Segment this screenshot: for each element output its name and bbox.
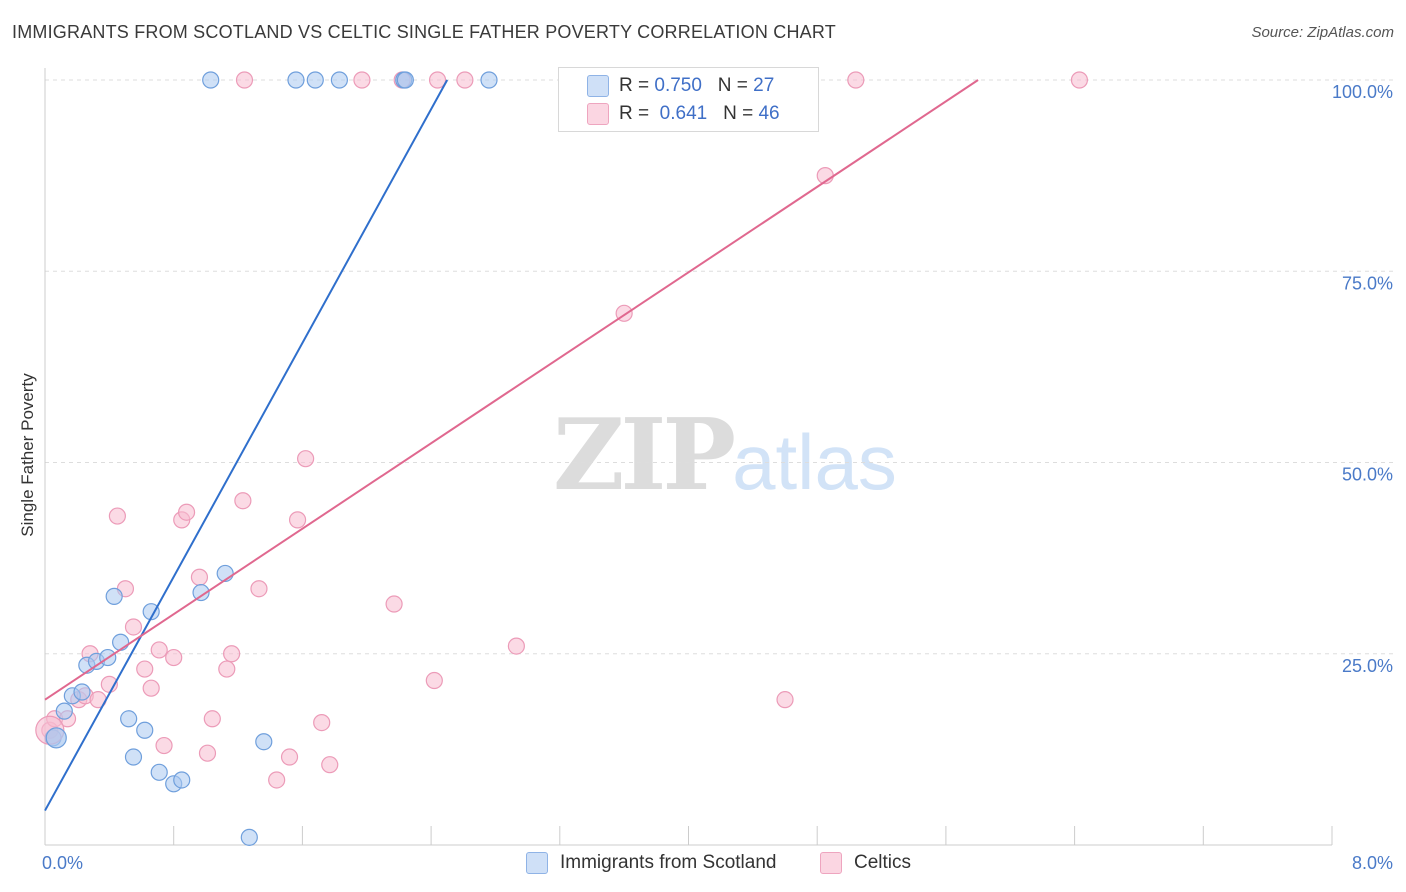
x-tick-label: 0.0% [42,853,83,873]
scotland-point [173,771,191,789]
watermark-zip: ZIP [553,398,736,513]
celtics-point [776,691,794,709]
correlation-legend: R = 0.750 N = 27 R = 0.641 N = 46 [558,67,819,132]
scotland-point [124,748,143,766]
celtics-trend-line [44,79,979,701]
celtics-point [190,568,209,586]
celtics-point [218,660,236,678]
scotland-point [105,587,123,605]
scotland-point [330,71,349,89]
celtics-point [268,771,286,789]
celtics-point [223,645,241,663]
legend-r-label: R = [619,103,650,124]
celtics-point [385,595,403,613]
legend-n-value: 27 [753,75,775,96]
series-legend: Immigrants from Scotland Celtics [0,850,1406,878]
celtics-point [425,671,443,690]
y-tick-label: 75.0% [1342,273,1393,293]
legend-label-scotland: Immigrants from Scotland [560,852,777,873]
scotland-point [112,633,130,651]
legend-n-label: N = [717,75,748,96]
scotland-point [73,683,91,701]
scotland-point [45,727,67,749]
celtics-point [280,748,299,766]
x-tick-label: 8.0% [1352,853,1393,873]
celtics-point [428,71,447,89]
legend-label-celtics: Celtics [854,852,912,873]
legend-r-label: R = [619,75,650,96]
legend-swatch-scotland [587,75,609,97]
celtics-point [507,637,525,655]
celtics-point [203,710,221,728]
celtics-point [198,744,217,762]
scotland-point [255,733,273,751]
celtics-point [142,679,160,697]
scotland-point [396,71,414,89]
legend-n-label: N = [723,103,754,124]
y-tick-label: 100.0% [1332,82,1393,102]
scotland-point [55,702,73,720]
celtics-point [847,71,865,89]
scotland-point [150,763,168,781]
legend-n-value: 46 [758,103,780,124]
celtics-point [165,648,183,667]
celtics-point [177,503,196,521]
celtics-point [250,580,268,598]
scotland-point [202,71,220,89]
y-tick-label: 25.0% [1342,656,1393,676]
chart-title: IMMIGRANTS FROM SCOTLAND VS CELTIC SINGL… [12,22,836,42]
legend-r-value: 0.641 [659,103,708,124]
legend-item-scotland[interactable]: Immigrants from Scotland [526,852,776,874]
legend-swatch-celtics [587,103,609,125]
scotland-point [136,721,154,739]
y-tick-label: 50.0% [1342,465,1393,485]
celtics-point [288,511,307,529]
legend-r-value: 0.750 [654,75,702,96]
celtics-point [108,507,126,525]
celtics-point [234,492,252,510]
celtics-point [155,736,173,755]
celtics-point [1070,71,1089,89]
scotland-point [240,828,258,846]
legend-swatch-celtics [820,852,842,874]
celtics-point [456,71,474,89]
celtics-point [136,660,154,678]
celtics-point [321,756,339,774]
celtics-point [235,71,254,89]
scotland-point [306,71,324,89]
scotland-point [287,71,305,89]
scotland-trend-line [44,79,449,812]
celtics-point [150,641,168,659]
legend-swatch-scotland [526,852,548,874]
legend-item-celtics[interactable]: Celtics [820,852,911,874]
scotland-point [480,71,498,89]
celtics-point [297,450,315,468]
scotland-point [192,583,210,602]
scotland-point [120,710,138,728]
celtics-point [124,618,143,636]
celtics-point [353,71,371,89]
source-credit: Source: ZipAtlas.com [1251,24,1394,41]
celtics-point [313,713,331,732]
